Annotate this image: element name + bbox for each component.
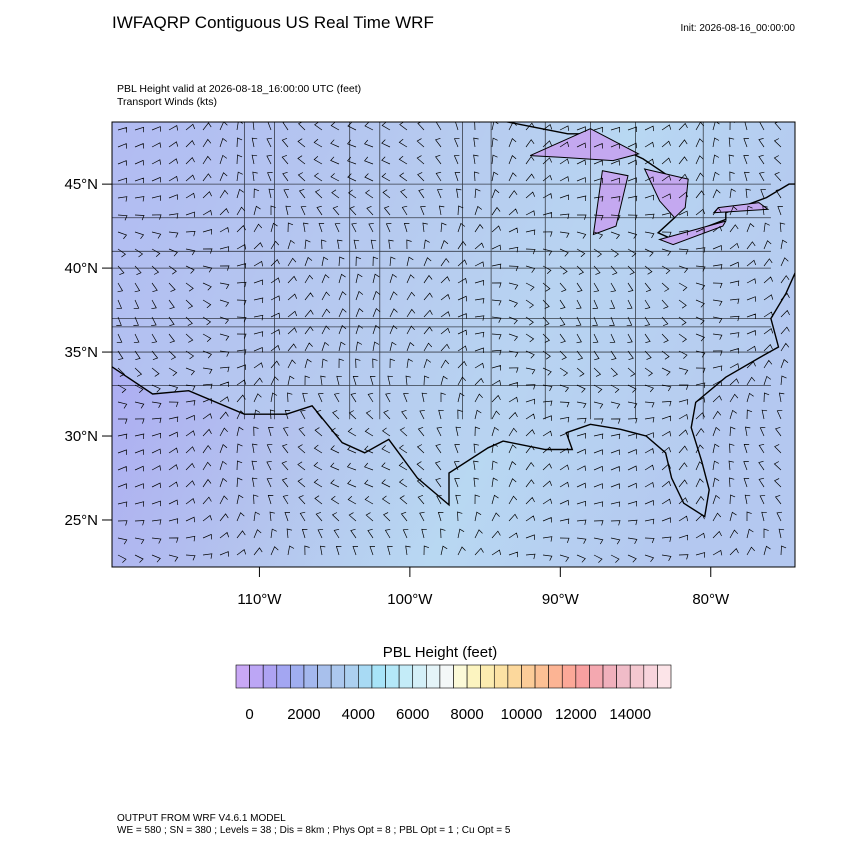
colorbar-title: PBL Height (feet): [383, 644, 498, 661]
lake: [657, 220, 727, 246]
colorbar-box: [235, 664, 250, 689]
y-tick-label: 40°N: [64, 260, 98, 277]
colorbar-box: [589, 664, 604, 689]
colorbar-tick-label: 4000: [342, 706, 375, 723]
colorbar-box: [493, 664, 509, 689]
lake: [529, 128, 640, 162]
colorbar-box: [561, 664, 577, 689]
colorbar-box: [507, 664, 522, 689]
colorbar-box: [480, 664, 495, 689]
colorbar-box: [330, 664, 346, 689]
colorbar-box: [466, 664, 481, 689]
colorbar-box: [276, 664, 291, 689]
wind-barbs: [116, 122, 790, 563]
colorbar-box: [412, 664, 427, 689]
colorbar-box: [616, 664, 631, 689]
x-tick-label: 80°W: [692, 591, 730, 608]
colorbar-box: [344, 664, 359, 689]
colorbar-tick-label: 8000: [450, 706, 483, 723]
footer: OUTPUT FROM WRF V4.6.1 MODEL: [117, 813, 286, 824]
y-tick-label: 35°N: [64, 344, 98, 361]
colorbar-box: [629, 664, 645, 689]
colorbar-box: [602, 664, 617, 689]
colorbar-box: [385, 664, 400, 689]
colorbar-box: [249, 664, 264, 689]
colorbar-tick-label: 12000: [555, 706, 597, 723]
title: IWFAQRP Contiguous US Real Time WRF: [112, 13, 434, 32]
colorbar-box: [534, 664, 549, 689]
colorbar-tick-label: 2000: [287, 706, 320, 723]
colorbar-box: [398, 664, 414, 689]
subtitle: PBL Height valid at 2026-08-18_16:00:00 …: [117, 83, 361, 95]
land: [112, 122, 795, 518]
colorbar-tick-label: 14000: [609, 706, 651, 723]
colorbar-box: [575, 664, 590, 689]
colorbar-box: [303, 664, 318, 689]
colorbar-box: [426, 664, 441, 689]
colorbar-box: [358, 664, 373, 689]
colorbar-tick-label: 10000: [501, 706, 543, 723]
colorbar-tick-label: 0: [245, 706, 253, 723]
map: [112, 122, 795, 567]
subtitle: Transport Winds (kts): [117, 96, 217, 108]
colorbar-box: [439, 664, 454, 689]
y-tick-label: 25°N: [64, 512, 98, 529]
footer: WE = 580 ; SN = 380 ; Levels = 38 ; Dis …: [117, 825, 511, 836]
colorbar-box: [262, 664, 278, 689]
init-time: Init: 2026-08-16_00:00:00: [680, 23, 795, 34]
colorbar-box: [371, 664, 386, 689]
colorbar-box: [290, 664, 305, 689]
colorbar-box: [521, 664, 536, 689]
y-tick-label: 45°N: [64, 176, 98, 193]
x-tick-label: 90°W: [542, 591, 580, 608]
colorbar-box: [453, 664, 468, 689]
colorbar-box: [548, 664, 563, 689]
x-tick-label: 110°W: [237, 591, 282, 608]
map-frame: [111, 121, 796, 568]
state-lines: [112, 122, 771, 420]
y-tick-label: 30°N: [64, 428, 98, 445]
colorbar-box: [643, 664, 658, 689]
colorbar-box: [317, 664, 332, 689]
colorbar-box: [657, 664, 672, 689]
x-tick-label: 100°W: [387, 591, 433, 608]
colorbar-tick-label: 6000: [396, 706, 429, 723]
lake: [643, 168, 689, 219]
